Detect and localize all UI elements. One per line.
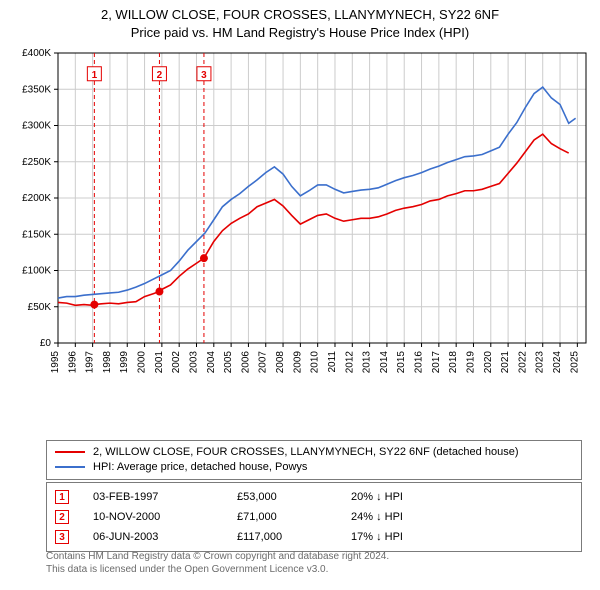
svg-text:2005: 2005 [223, 351, 234, 374]
svg-text:2017: 2017 [431, 351, 442, 374]
svg-text:2015: 2015 [396, 351, 407, 374]
attribution-line1: Contains HM Land Registry data © Crown c… [46, 550, 582, 563]
event-price: £71,000 [237, 511, 327, 523]
event-delta: 17% ↓ HPI [351, 531, 403, 543]
legend-row: 2, WILLOW CLOSE, FOUR CROSSES, LLANYMYNE… [55, 445, 573, 460]
event-marker-icon: 1 [55, 490, 69, 504]
svg-text:2011: 2011 [327, 351, 338, 373]
event-delta: 24% ↓ HPI [351, 511, 403, 523]
legend-label: HPI: Average price, detached house, Powy… [93, 460, 307, 475]
svg-text:£250K: £250K [22, 157, 51, 168]
event-marker-icon: 3 [55, 530, 69, 544]
svg-text:£300K: £300K [22, 121, 51, 132]
svg-text:2022: 2022 [517, 351, 528, 374]
svg-text:1995: 1995 [50, 351, 61, 374]
svg-text:£100K: £100K [22, 266, 51, 277]
chart-svg: £0 £50K £100K £150K £200K £250K £300K £350K £400… [8, 48, 592, 408]
attribution-text: Contains HM Land Registry data © Crown c… [46, 550, 582, 576]
event-date: 06-JUN-2003 [93, 531, 213, 543]
svg-text:2012: 2012 [344, 351, 355, 374]
attribution-line2: This data is licensed under the Open Gov… [46, 563, 582, 576]
chart-title-line2: Price paid vs. HM Land Registry's House … [0, 24, 600, 42]
svg-text:2004: 2004 [206, 351, 217, 374]
svg-text:£200K: £200K [22, 193, 51, 204]
chart-area: £0 £50K £100K £150K £200K £250K £300K £350K £400… [8, 48, 592, 408]
event-row: 3 06-JUN-2003 £117,000 17% ↓ HPI [55, 527, 573, 547]
svg-text:2025: 2025 [569, 351, 580, 374]
svg-text:2019: 2019 [465, 351, 476, 374]
svg-text:1999: 1999 [119, 351, 130, 374]
event-marker-icon: 2 [55, 510, 69, 524]
svg-text:2020: 2020 [483, 351, 494, 374]
svg-text:2013: 2013 [362, 351, 373, 374]
svg-text:£350K: £350K [22, 84, 51, 95]
chart-title-line1: 2, WILLOW CLOSE, FOUR CROSSES, LLANYMYNE… [0, 6, 600, 24]
event-delta: 20% ↓ HPI [351, 491, 403, 503]
svg-text:2024: 2024 [552, 351, 563, 374]
svg-text:2008: 2008 [275, 351, 286, 374]
event-row: 2 10-NOV-2000 £71,000 24% ↓ HPI [55, 507, 573, 527]
event-price: £53,000 [237, 491, 327, 503]
svg-text:£400K: £400K [22, 48, 51, 59]
svg-text:2002: 2002 [171, 351, 182, 374]
svg-text:£50K: £50K [28, 302, 52, 313]
svg-text:2016: 2016 [414, 351, 425, 374]
svg-text:2009: 2009 [292, 351, 303, 374]
svg-text:1997: 1997 [85, 351, 96, 374]
legend-label: 2, WILLOW CLOSE, FOUR CROSSES, LLANYMYNE… [93, 445, 518, 460]
event-date: 10-NOV-2000 [93, 511, 213, 523]
svg-text:1996: 1996 [67, 351, 78, 374]
event-price: £117,000 [237, 531, 327, 543]
legend-box: 2, WILLOW CLOSE, FOUR CROSSES, LLANYMYNE… [46, 440, 582, 480]
svg-text:2021: 2021 [500, 351, 511, 374]
svg-text:2014: 2014 [379, 351, 390, 374]
legend-swatch [55, 451, 85, 453]
chart-title-block: 2, WILLOW CLOSE, FOUR CROSSES, LLANYMYNE… [0, 0, 600, 41]
svg-text:£150K: £150K [22, 229, 51, 240]
event-row: 1 03-FEB-1997 £53,000 20% ↓ HPI [55, 487, 573, 507]
legend-row: HPI: Average price, detached house, Powy… [55, 460, 573, 475]
svg-text:2001: 2001 [154, 351, 165, 374]
events-table: 1 03-FEB-1997 £53,000 20% ↓ HPI 2 10-NOV-2000… [46, 482, 582, 552]
svg-text:1: 1 [92, 70, 98, 81]
legend-swatch [55, 466, 85, 468]
page-container: 2, WILLOW CLOSE, FOUR CROSSES, LLANYMYNE… [0, 0, 600, 590]
svg-text:2010: 2010 [310, 351, 321, 374]
svg-text:2003: 2003 [188, 351, 199, 374]
svg-text:2007: 2007 [258, 351, 269, 374]
svg-text:1998: 1998 [102, 351, 113, 374]
event-date: 03-FEB-1997 [93, 491, 213, 503]
svg-text:2: 2 [157, 70, 163, 81]
svg-text:2006: 2006 [240, 351, 251, 374]
svg-text:£0: £0 [40, 338, 52, 349]
svg-text:2000: 2000 [137, 351, 148, 374]
svg-text:3: 3 [201, 70, 207, 81]
svg-text:2023: 2023 [535, 351, 546, 374]
svg-text:2018: 2018 [448, 351, 459, 374]
